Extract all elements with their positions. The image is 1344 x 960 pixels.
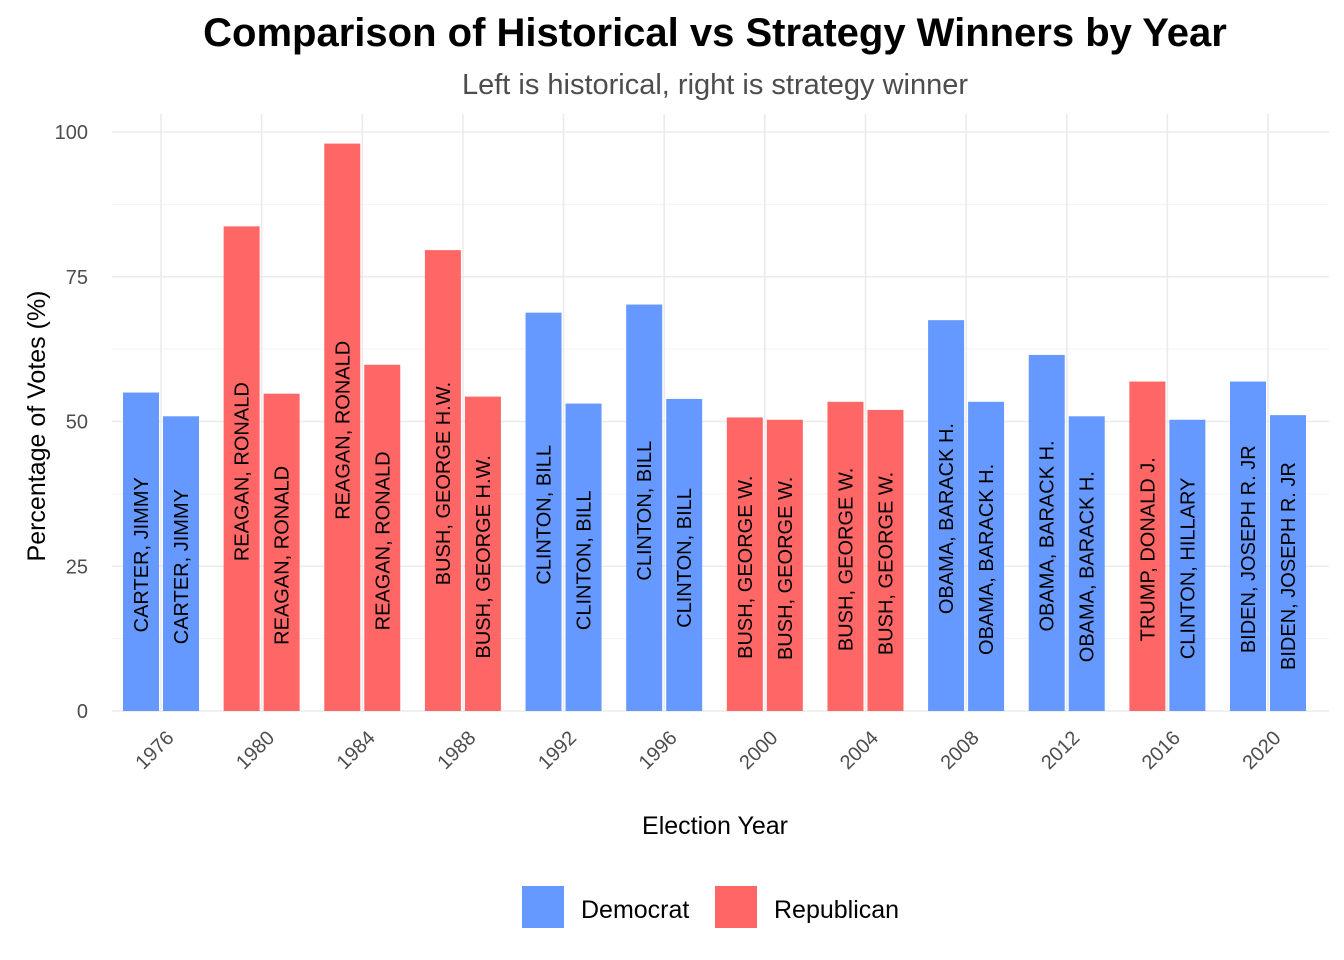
y-tick-label: 75 [66,267,88,289]
bar-historical [424,250,461,711]
bar-label: CLINTON, BILL [634,441,656,581]
bar-label: BUSH, GEORGE H.W. [473,455,495,658]
x-tick-label: 1992 [534,727,581,774]
y-tick-label: 100 [55,122,88,144]
bar-label: CLINTON, BILL [674,488,696,628]
bar-strategy [1068,416,1105,711]
x-tick-label: 1976 [132,727,179,774]
bar-historical [827,401,864,711]
bar-label: BUSH, GEORGE W. [735,476,757,659]
bar-label: BUSH, GEORGE W. [775,477,797,660]
legend-swatch-republican [715,886,757,928]
y-axis-title: Percentage of Votes (%) [23,291,51,562]
bar-strategy [968,401,1005,711]
x-tick-label: 2004 [836,727,883,774]
x-tick-label: 2008 [937,727,984,774]
bar-historical [1230,381,1266,711]
x-tick-label: 1996 [635,727,682,774]
bar-label: CLINTON, HILLARY [1177,478,1199,660]
bar-label: REAGAN, RONALD [332,341,354,520]
bar-label: TRUMP, DONALD J. [1137,457,1159,641]
bar-label: BUSH, GEORGE H.W. [433,382,455,585]
bar-strategy [464,396,501,711]
x-tick-label: 2012 [1037,727,1084,774]
y-tick-label: 0 [77,701,88,723]
y-tick-label: 25 [66,556,88,578]
x-tick-label: 2020 [1239,727,1286,774]
chart-title: Comparison of Historical vs Strategy Win… [203,11,1227,55]
x-tick-label: 1988 [433,727,480,774]
bar-label: BUSH, GEORGE W. [875,472,897,655]
bar-strategy [1270,415,1306,711]
x-axis-title: Election Year [642,812,788,840]
bar-label: CLINTON, BILL [574,490,596,630]
bar-label: OBAMA, BARACK H. [1077,471,1099,662]
grid-lines [112,114,1329,712]
bar-strategy [867,409,904,711]
bar-historical [123,392,159,711]
bar-label: CARTER, JIMMY [131,477,153,632]
x-tick-label: 2000 [735,727,782,774]
bar-label: OBAMA, BARACK H. [976,464,998,655]
x-tick-label: 1980 [232,727,279,774]
bar-strategy [666,398,703,711]
chart-subtitle: Left is historical, right is strategy wi… [462,69,968,101]
legend-swatch-democrat [522,886,564,928]
bar-historical [928,320,965,711]
bar-strategy [565,403,602,711]
bar-historical [324,143,361,711]
bar-label: REAGAN, RONALD [272,466,294,645]
x-tick-label: 2016 [1138,727,1185,774]
bar-strategy [163,416,199,711]
y-axis-ticks: 0 25 50 75 100 [55,122,88,723]
bar-historical [726,417,763,711]
x-tick-label: 1984 [333,727,380,774]
bar-strategy [1169,419,1206,711]
bars: CARTER, JIMMY REAGAN, RONALD REAGAN, RONAL… [123,143,1306,711]
bar-label: REAGAN, RONALD [372,451,394,630]
bar-historical [1028,354,1065,711]
bar-label: OBAMA, BARACK H. [1037,440,1059,631]
bar-historical [223,226,260,711]
bar-label: BUSH, GEORGE W. [835,468,857,651]
bar-label: CARTER, JIMMY [171,489,193,644]
bar-strategy [766,419,803,711]
bar-historical [525,312,562,711]
bar-strategy [263,393,300,711]
y-tick-label: 50 [66,412,88,434]
bar-label: REAGAN, RONALD [232,382,254,561]
bar-label: BIDEN, JOSEPH R. JR [1278,462,1300,670]
bar-historical [626,304,663,711]
bar-label: BIDEN, JOSEPH R. JR [1238,445,1260,653]
bar-label: CLINTON, BILL [534,445,556,585]
legend: Democrat Republican [522,886,899,928]
legend-label-republican: Republican [774,896,899,924]
bar-strategy [364,364,401,711]
legend-label-democrat: Democrat [581,896,689,924]
x-axis-ticks: 1976 1980 1984 1988 1992 1996 2000 2004 2008 2012… [132,727,1286,774]
bar-historical [1129,381,1166,711]
bar-label: OBAMA, BARACK H. [936,423,958,614]
